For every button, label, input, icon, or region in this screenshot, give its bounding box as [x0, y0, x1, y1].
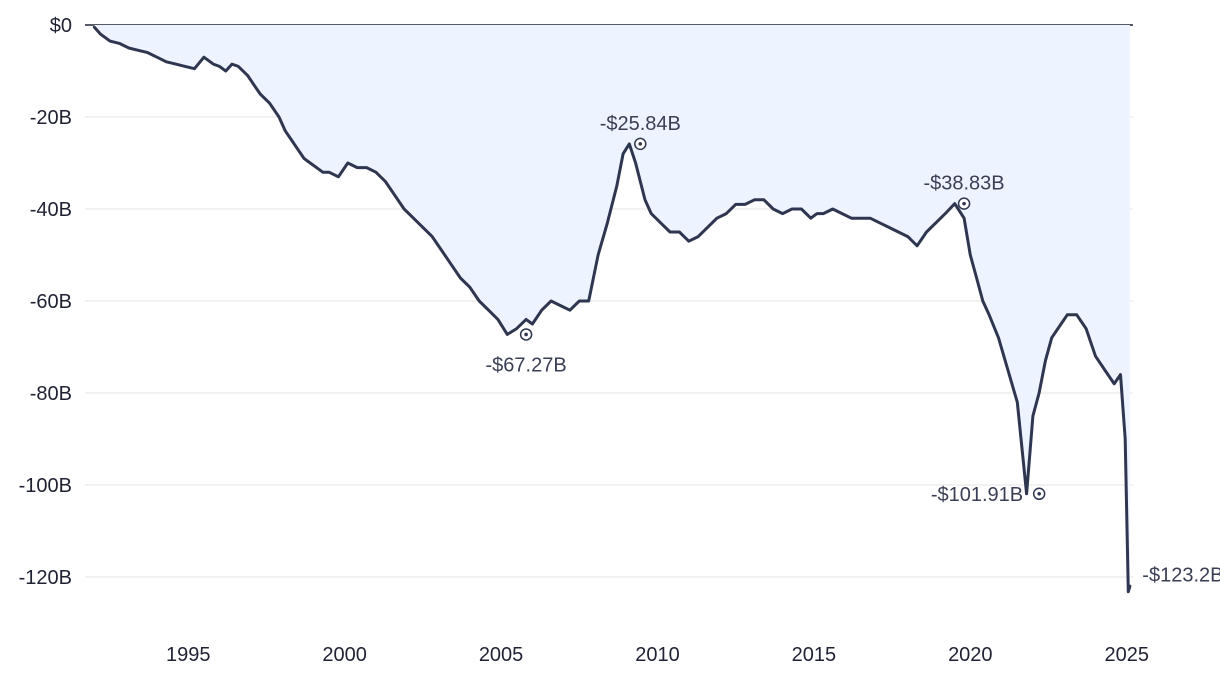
annotation-label: -$101.91B [931, 484, 1023, 506]
annotation-marker-dot [524, 332, 528, 337]
x-tick-label: 2025 [1104, 644, 1149, 666]
y-axis-tick-labels: $0 -20B -40B -60B -80B -100B -120B [19, 15, 72, 589]
x-tick-label: 2005 [479, 644, 524, 666]
y-tick-label: -100B [19, 475, 72, 497]
x-tick-label: 2010 [635, 644, 680, 666]
annotation-marker-dot [638, 142, 643, 146]
y-tick-label: -40B [30, 199, 72, 221]
area-fill [94, 25, 1130, 592]
x-tick-label: 2020 [948, 644, 993, 666]
annotation-marker-dot [962, 201, 966, 206]
y-tick-label: -60B [30, 291, 72, 313]
x-tick-label: 1995 [166, 644, 211, 666]
annotation-label: -$38.83B [923, 173, 1004, 195]
annotation-label: -$123.2B [1142, 565, 1220, 587]
y-tick-label: $0 [50, 15, 72, 37]
annotation-label: -$25.84B [600, 113, 681, 135]
y-tick-label: -120B [19, 567, 72, 589]
area-fill-path [94, 25, 1130, 592]
annotation-marker-dot [1037, 491, 1041, 496]
x-tick-label: 2015 [792, 644, 837, 666]
annotation-label: -$67.27B [486, 354, 567, 376]
series-line [92, 25, 1132, 594]
y-tick-label: -80B [30, 383, 72, 405]
x-axis-tick-labels: 1995 2000 2005 2010 2015 2020 2025 [166, 644, 1149, 666]
annotations: -$25.84B -$67.27B -$38.83B -$101.91B -$123.2… [486, 113, 1220, 587]
x-tick-label: 2000 [322, 644, 367, 666]
y-tick-label: -20B [30, 107, 72, 129]
series-line-path [92, 25, 1132, 594]
